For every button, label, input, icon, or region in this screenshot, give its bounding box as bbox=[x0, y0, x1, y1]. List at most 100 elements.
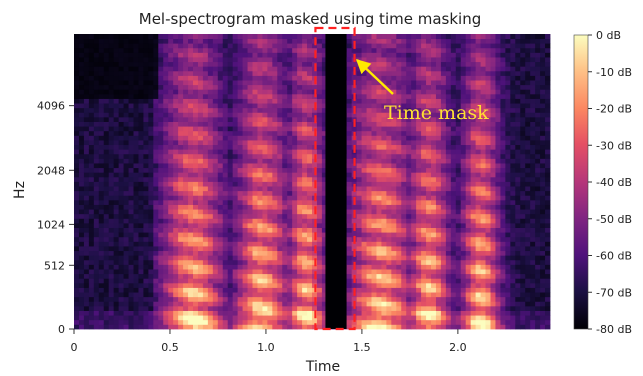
heatmap-cell bbox=[252, 181, 258, 187]
heatmap-cell bbox=[421, 269, 427, 275]
heatmap-cell bbox=[212, 144, 219, 150]
heatmap-cell bbox=[247, 47, 253, 53]
heatmap-cell bbox=[416, 126, 422, 132]
heatmap-cell bbox=[321, 264, 328, 270]
heatmap-cell bbox=[252, 80, 258, 86]
heatmap-cell bbox=[262, 287, 268, 293]
heatmap-cell bbox=[242, 43, 248, 49]
heatmap-cell bbox=[227, 255, 234, 261]
heatmap-cell bbox=[257, 43, 263, 49]
heatmap-cell bbox=[197, 80, 204, 86]
heatmap-cell bbox=[108, 232, 115, 238]
heatmap-cell bbox=[178, 38, 184, 44]
heatmap-cell bbox=[312, 163, 318, 169]
heatmap-cell bbox=[346, 107, 353, 113]
heatmap-cell bbox=[440, 66, 447, 72]
heatmap-cell bbox=[297, 259, 303, 265]
heatmap-cell bbox=[302, 181, 308, 187]
heatmap-cell bbox=[133, 305, 139, 311]
heatmap-cell bbox=[232, 130, 239, 136]
heatmap-cell bbox=[411, 264, 417, 270]
heatmap-cell bbox=[178, 227, 184, 233]
heatmap-cell bbox=[168, 34, 174, 40]
heatmap-cell bbox=[83, 292, 90, 298]
heatmap-cell bbox=[78, 103, 85, 109]
heatmap-cell bbox=[376, 158, 382, 164]
heatmap-cell bbox=[118, 34, 124, 40]
heatmap-cell bbox=[207, 43, 214, 49]
heatmap-cell bbox=[168, 282, 174, 288]
heatmap-cell bbox=[282, 84, 288, 90]
heatmap-cell bbox=[247, 259, 253, 265]
heatmap-cell bbox=[128, 315, 134, 321]
heatmap-cell bbox=[411, 153, 417, 159]
heatmap-cell bbox=[297, 250, 303, 256]
heatmap-cell bbox=[103, 149, 110, 155]
heatmap-cell bbox=[307, 38, 313, 44]
heatmap-cell bbox=[148, 218, 154, 224]
heatmap-cell bbox=[173, 195, 179, 201]
heatmap-cell bbox=[287, 34, 293, 40]
heatmap-cell bbox=[173, 292, 179, 298]
heatmap-cell bbox=[123, 213, 129, 219]
heatmap-cell bbox=[371, 273, 377, 279]
heatmap-cell bbox=[98, 282, 105, 288]
heatmap-cell bbox=[272, 107, 278, 113]
heatmap-cell bbox=[74, 222, 80, 228]
heatmap-cell bbox=[158, 269, 164, 275]
heatmap-cell bbox=[292, 296, 298, 302]
heatmap-cell bbox=[178, 186, 184, 192]
heatmap-cell bbox=[143, 324, 149, 330]
heatmap-cell bbox=[391, 98, 397, 104]
heatmap-cell bbox=[346, 310, 353, 316]
heatmap-cell bbox=[98, 107, 105, 113]
heatmap-cell bbox=[237, 70, 243, 76]
heatmap-cell bbox=[123, 163, 129, 169]
heatmap-cell bbox=[321, 227, 328, 233]
heatmap-cell bbox=[361, 130, 367, 136]
heatmap-cell bbox=[148, 61, 154, 67]
heatmap-cell bbox=[83, 43, 90, 49]
heatmap-cell bbox=[118, 255, 124, 261]
heatmap-cell bbox=[118, 282, 124, 288]
heatmap-cell bbox=[282, 158, 288, 164]
heatmap-cell bbox=[277, 227, 283, 233]
heatmap-cell bbox=[232, 310, 239, 316]
heatmap-cell bbox=[416, 89, 422, 95]
heatmap-cell bbox=[207, 57, 214, 63]
heatmap-cell bbox=[381, 89, 387, 95]
heatmap-cell bbox=[396, 43, 402, 49]
heatmap-cell bbox=[277, 209, 283, 215]
heatmap-cell bbox=[316, 61, 323, 67]
heatmap-cell bbox=[287, 103, 293, 109]
heatmap-cell bbox=[361, 149, 367, 155]
heatmap-cell bbox=[356, 287, 362, 293]
heatmap-cell bbox=[227, 52, 234, 58]
heatmap-cell bbox=[197, 296, 204, 302]
heatmap-cell bbox=[257, 52, 263, 58]
heatmap-cell bbox=[108, 140, 115, 146]
heatmap-cell bbox=[183, 61, 189, 67]
heatmap-cell bbox=[197, 218, 204, 224]
heatmap-cell bbox=[237, 232, 243, 238]
heatmap-cell bbox=[376, 310, 382, 316]
heatmap-cell bbox=[391, 282, 397, 288]
heatmap-cell bbox=[371, 199, 377, 205]
heatmap-cell bbox=[247, 222, 253, 228]
heatmap-cell bbox=[416, 163, 422, 169]
heatmap-cell bbox=[74, 246, 80, 252]
heatmap-cell bbox=[88, 103, 95, 109]
heatmap-cell bbox=[267, 52, 273, 58]
heatmap-cell bbox=[252, 204, 258, 210]
heatmap-cell bbox=[431, 89, 437, 95]
heatmap-cell bbox=[133, 52, 139, 58]
heatmap-cell bbox=[426, 241, 432, 247]
heatmap-cell bbox=[168, 158, 174, 164]
heatmap-cell bbox=[93, 218, 100, 224]
heatmap-cell bbox=[217, 269, 224, 275]
heatmap-cell bbox=[272, 98, 278, 104]
heatmap-cell bbox=[197, 209, 204, 215]
heatmap-cell bbox=[148, 80, 154, 86]
heatmap-cell bbox=[183, 93, 189, 99]
heatmap-cell bbox=[431, 319, 437, 325]
